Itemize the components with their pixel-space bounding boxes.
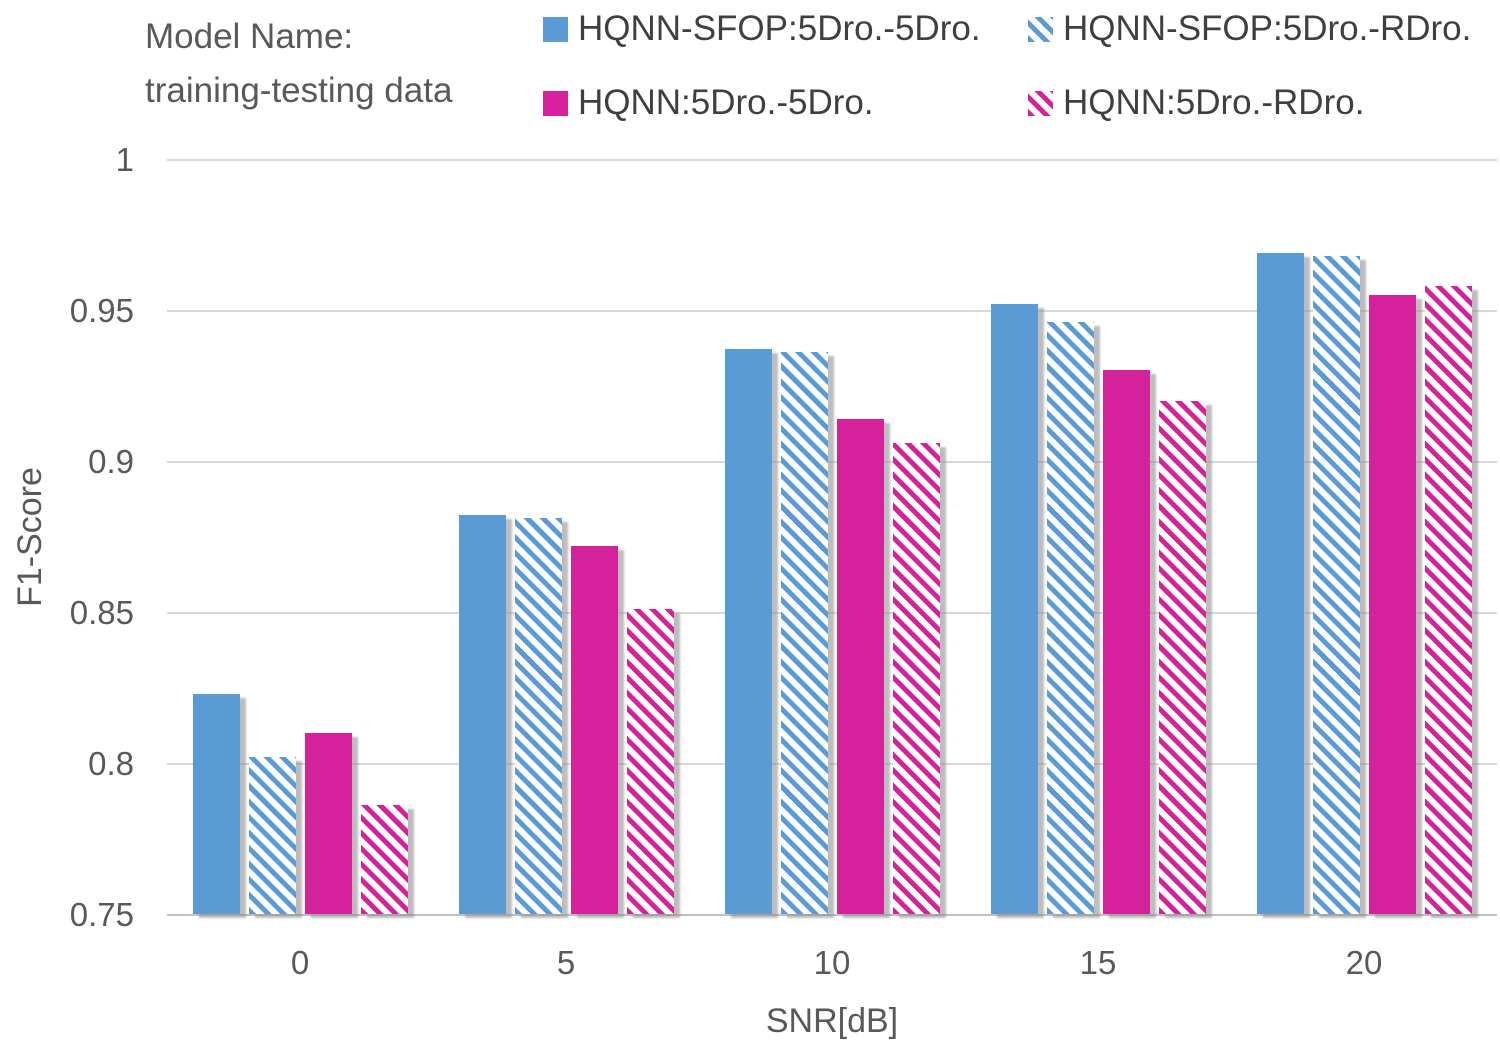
bar xyxy=(192,694,240,914)
legend-label: HQNN-SFOP:5Dro.-RDro. xyxy=(1063,9,1472,48)
bar xyxy=(1424,286,1472,914)
x-tick-label: 0 xyxy=(290,944,310,981)
bar xyxy=(1102,370,1150,914)
x-axis-line xyxy=(167,914,1497,916)
plot-area xyxy=(167,159,1497,916)
chart-title: Model Name: training-testing data xyxy=(145,10,452,118)
x-axis-title: SNR[dB] xyxy=(765,1002,899,1040)
y-tick-label: 0.75 xyxy=(69,896,134,933)
legend-item: HQNN-SFOP:5Dro.-RDro. xyxy=(1028,6,1471,52)
legend-solid-swatch-icon xyxy=(543,16,568,42)
y-tick-label: 0.85 xyxy=(69,594,134,631)
bar xyxy=(458,515,506,914)
x-tick-label: 5 xyxy=(556,944,576,981)
y-tick-label: 0.8 xyxy=(88,745,134,782)
bar xyxy=(626,609,674,914)
bar xyxy=(780,352,828,914)
bar xyxy=(304,733,352,914)
bar xyxy=(1312,256,1360,914)
gridline xyxy=(167,159,1497,161)
y-tick-label: 0.9 xyxy=(88,443,134,480)
chart-title-line2: training-testing data xyxy=(145,71,453,110)
bar xyxy=(836,419,884,914)
bar xyxy=(892,443,940,914)
gridline xyxy=(167,763,1497,765)
bar xyxy=(1046,322,1094,914)
legend-striped-swatch-icon xyxy=(1028,90,1053,116)
x-tick-label: 15 xyxy=(1079,944,1117,981)
legend-item: HQNN:5Dro.-5Dro. xyxy=(543,80,874,126)
bar xyxy=(724,349,772,914)
bar xyxy=(248,757,296,914)
legend-label: HQNN-SFOP:5Dro.-5Dro. xyxy=(578,9,981,48)
x-tick-label: 20 xyxy=(1345,944,1383,981)
bar xyxy=(514,518,562,914)
bar xyxy=(1256,253,1304,914)
y-tick-label: 0.95 xyxy=(69,292,134,329)
y-tick-label: 1 xyxy=(115,141,134,178)
legend-striped-swatch-icon xyxy=(1028,16,1053,42)
legend-label: HQNN:5Dro.-RDro. xyxy=(1063,83,1365,122)
legend-label: HQNN:5Dro.-5Dro. xyxy=(578,83,874,122)
chart-title-line1: Model Name: xyxy=(145,17,354,56)
x-tick-label: 10 xyxy=(813,944,851,981)
legend-solid-swatch-icon xyxy=(543,90,568,116)
bar xyxy=(990,304,1038,914)
legend-item: HQNN:5Dro.-RDro. xyxy=(1028,80,1364,126)
bar xyxy=(1368,295,1416,914)
y-axis-title: F1-Score xyxy=(11,467,49,607)
bar xyxy=(360,805,408,914)
bar xyxy=(1158,401,1206,914)
legend-item: HQNN-SFOP:5Dro.-5Dro. xyxy=(543,6,981,52)
gridline xyxy=(167,310,1497,312)
gridline xyxy=(167,461,1497,463)
bar xyxy=(570,546,618,914)
gridline xyxy=(167,612,1497,614)
